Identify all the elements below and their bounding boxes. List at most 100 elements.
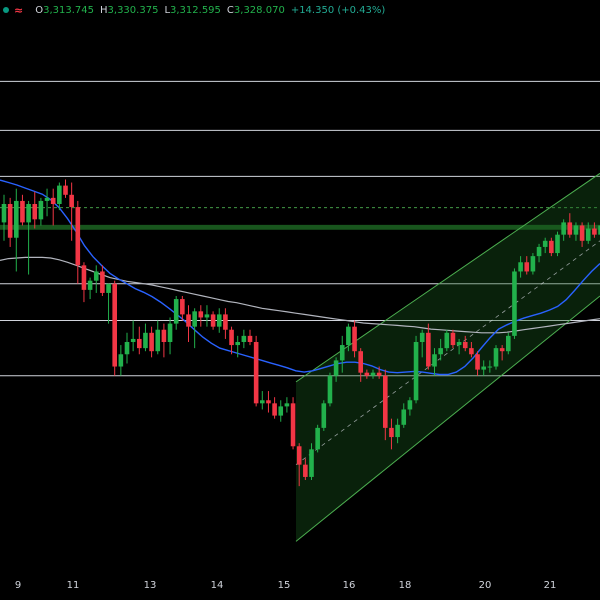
candle-body <box>327 375 333 404</box>
candle-body <box>229 329 234 346</box>
candle-body <box>573 225 579 235</box>
ohlc-legend: ≈ O 3,313.745 H 3,330.375 L 3,312.595 C 3,32… <box>0 0 385 20</box>
candle-body <box>173 299 179 324</box>
candle-body <box>241 335 247 342</box>
candle-body <box>309 449 314 477</box>
candle-body <box>137 338 142 349</box>
candle-body <box>592 228 597 235</box>
low-prefix: L <box>164 4 171 16</box>
candle-body <box>155 329 161 352</box>
candle-body <box>118 354 124 367</box>
support-zone <box>0 224 600 230</box>
high-prefix: H <box>100 4 108 16</box>
candle-body <box>223 314 228 330</box>
high-value: 3,330.375 <box>107 4 159 16</box>
candle-body <box>506 335 511 352</box>
candle-body <box>555 234 560 254</box>
candle-body <box>444 332 450 349</box>
candle-body <box>124 342 130 355</box>
open-prefix: O <box>35 4 44 16</box>
candle-body <box>536 246 542 257</box>
x-tick-label: 15 <box>278 580 291 591</box>
x-tick-label: 14 <box>211 580 224 591</box>
candle-body <box>487 366 493 368</box>
fast-moving-average <box>0 179 600 376</box>
candle-body <box>260 400 265 404</box>
channel-upper-line <box>295 172 600 383</box>
candle-body <box>346 326 351 346</box>
candle-body <box>296 446 302 465</box>
candle-body <box>456 342 462 346</box>
candle-body <box>198 311 204 318</box>
candle-body <box>278 406 284 416</box>
candle-body <box>432 354 437 367</box>
change-value: +14.350 (+0.43%) <box>290 4 386 16</box>
candle-body <box>333 360 339 376</box>
candle-body <box>247 335 253 342</box>
candle-body <box>14 200 19 238</box>
close-value: 3,328.070 <box>233 4 285 16</box>
candle-body <box>358 351 363 373</box>
candle-body <box>167 323 173 342</box>
candle-body <box>284 403 290 407</box>
x-tick-label: 11 <box>67 580 80 591</box>
candle-body <box>524 262 530 272</box>
channel-mid-line <box>295 240 600 465</box>
candle-body <box>598 225 600 235</box>
channel-fill <box>296 173 600 542</box>
candle-body <box>204 314 210 318</box>
candle-body <box>272 403 277 416</box>
candle-body <box>321 403 327 428</box>
slow-moving-average <box>0 256 600 334</box>
low-value: 3,312.595 <box>170 4 221 16</box>
candle-body <box>395 424 400 438</box>
x-tick-label: 13 <box>144 580 157 591</box>
candle-body <box>413 342 419 401</box>
candle-body <box>57 185 62 204</box>
candle-body <box>38 200 44 220</box>
x-tick-label: 16 <box>343 580 356 591</box>
candle-body <box>1 204 7 223</box>
candle-body <box>469 348 474 355</box>
candle-body <box>253 342 259 404</box>
candle-body <box>7 204 13 238</box>
candle-body <box>20 200 25 223</box>
candle-body <box>585 228 591 241</box>
candle-body <box>315 427 320 450</box>
candle-body <box>75 207 81 266</box>
candle-body <box>567 222 573 235</box>
candle-body <box>130 338 136 342</box>
candle-body <box>419 332 425 342</box>
channel-lower-line <box>295 295 600 542</box>
candle-body <box>389 427 394 438</box>
candle-body <box>186 314 191 327</box>
candle-body <box>192 311 197 327</box>
candle-body <box>112 283 117 367</box>
candle-body <box>352 326 357 352</box>
close-prefix: C <box>226 4 234 16</box>
candle-body <box>364 372 370 376</box>
candle-body <box>512 271 517 336</box>
candle-body <box>290 403 296 447</box>
candle-body <box>383 375 388 428</box>
candle-body <box>475 354 480 370</box>
candle-body <box>266 400 271 404</box>
candle-body <box>376 372 382 376</box>
candle-body <box>518 262 523 272</box>
open-value: 3,313.745 <box>43 4 94 16</box>
candle-body <box>100 271 105 293</box>
candle-body <box>81 265 87 290</box>
candle-body <box>401 409 407 425</box>
candle-body <box>32 204 38 220</box>
candle-body <box>499 348 505 352</box>
market-status-dot <box>3 7 9 13</box>
candle-body <box>549 240 554 254</box>
candle-body <box>530 256 536 272</box>
candle-body <box>180 299 185 315</box>
candle-body <box>26 204 31 223</box>
candle-body <box>303 464 308 477</box>
candle-body <box>216 314 222 327</box>
candle-body <box>106 283 111 293</box>
candle-body <box>63 185 68 195</box>
